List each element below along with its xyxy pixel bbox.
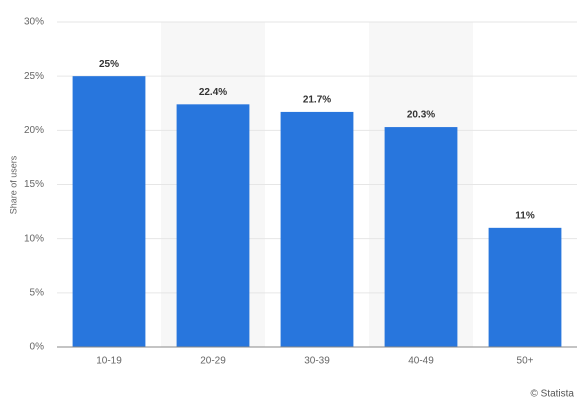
x-tick-label: 40-49 [408,356,434,367]
x-tick-label: 50+ [517,356,534,367]
y-tick-label: 10% [24,233,44,244]
value-label: 21.7% [303,95,331,106]
bar [176,104,250,347]
bar [72,76,146,348]
x-tick-label: 10-19 [96,356,122,367]
y-tick-label: 25% [24,71,44,82]
y-tick-label: 0% [30,342,45,353]
x-tick-label: 20-29 [200,356,226,367]
x-tick-label: 30-39 [304,356,330,367]
bar [384,127,458,347]
y-axis-label: Share of users [8,155,18,214]
bar [488,227,562,347]
y-tick-label: 20% [24,125,44,136]
y-tick-label: 5% [30,287,45,298]
bar [280,111,354,348]
value-label: 22.4% [199,87,227,98]
value-label: 11% [515,210,535,221]
credit: © Statista [531,389,575,400]
y-tick-label: 30% [24,17,44,28]
value-label: 20.3% [407,110,435,121]
y-tick-label: 15% [24,179,44,190]
value-label: 25% [99,59,119,70]
